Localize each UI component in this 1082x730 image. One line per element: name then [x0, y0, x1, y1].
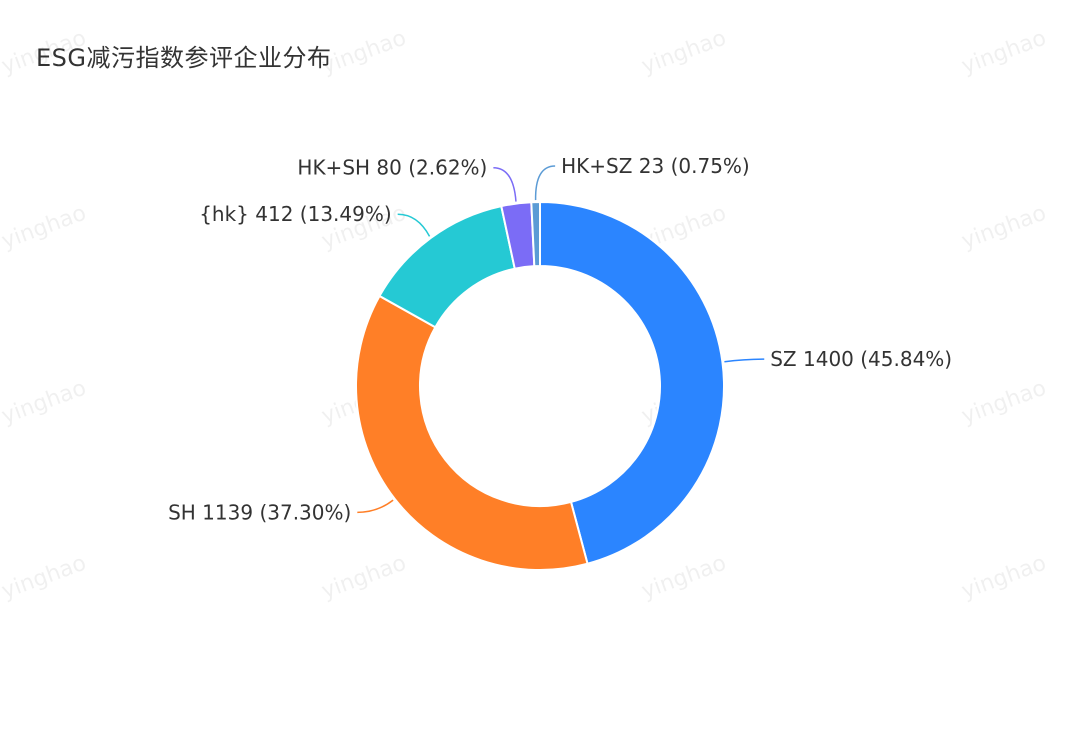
slice-sh — [355, 294, 589, 571]
slice-sz — [539, 200, 725, 565]
leader-line-4 — [534, 165, 556, 201]
slice-label-2: {hk} 412 (13.49%) — [199, 202, 391, 226]
slice-label-0: SZ 1400 (45.84%) — [770, 347, 952, 371]
slice-label-1: SH 1139 (37.30%) — [168, 500, 351, 524]
slice-label-3: HK+SH 80 (2.62%) — [297, 156, 487, 180]
slice-hksz — [530, 200, 541, 268]
leader-line-3 — [493, 166, 517, 202]
leader-line-0 — [724, 358, 765, 363]
chart-title: ESG减污指数参评企业分布 — [36, 44, 332, 72]
leader-line-2 — [397, 213, 431, 237]
slice-label-4: HK+SZ 23 (0.75%) — [561, 154, 750, 178]
leader-line-1 — [357, 499, 394, 514]
